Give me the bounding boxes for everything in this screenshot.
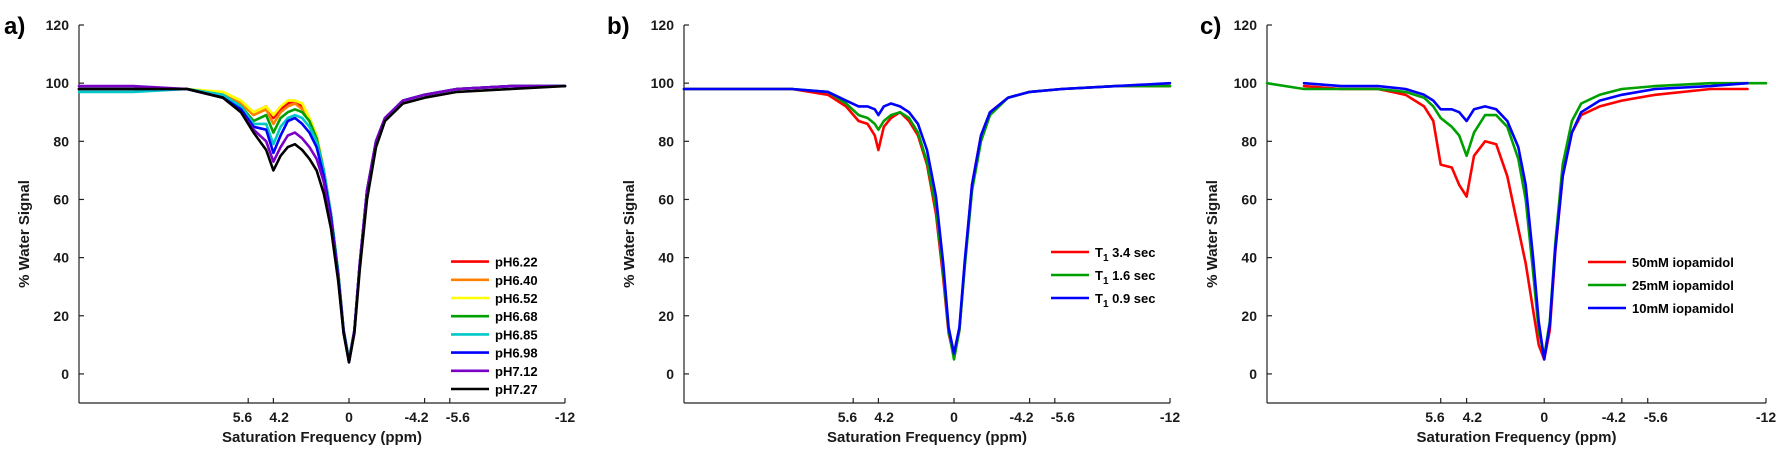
y-tick-label: 0	[61, 366, 69, 382]
series-line-2	[682, 84, 1172, 361]
y-axis-label: % Water Signal	[621, 180, 638, 288]
x-tick-label: 4.2	[874, 409, 894, 425]
x-tick-label: 0	[1540, 409, 1548, 425]
series-line-1	[1302, 84, 1749, 361]
series-line-5	[77, 84, 567, 361]
series-line-8	[77, 84, 567, 364]
legend: 50mM iopamidol 25mM iopamidol 10mM iopamid…	[1588, 255, 1734, 316]
x-tick-label: -5.6	[1644, 409, 1668, 425]
series-line-3	[682, 81, 1172, 355]
x-tick-label: -12	[1160, 409, 1180, 425]
series-line-2	[77, 84, 567, 361]
x-tick-label: -4.2	[1009, 409, 1033, 425]
series-line-3	[1302, 81, 1749, 361]
series-line-4	[77, 84, 567, 361]
y-tick-label: 60	[53, 191, 69, 207]
legend-label: pH6.22	[495, 255, 538, 270]
y-tick-label: 40	[53, 250, 69, 266]
legend-label: pH6.98	[495, 346, 538, 361]
panel-label: b)	[607, 13, 630, 40]
legend: pH6.22 pH6.40 pH6.52 pH6.68 pH6.85 pH6.98 pH7.…	[451, 255, 538, 397]
series-line-3	[77, 84, 567, 361]
legend-label: T1 1.6 sec	[1095, 268, 1156, 287]
legend-label: pH6.40	[495, 273, 538, 288]
x-tick-label: 4.2	[269, 409, 289, 425]
series-line-2	[1265, 81, 1768, 358]
legend-label: 50mM iopamidol	[1632, 255, 1734, 270]
y-tick-label: 80	[1241, 133, 1257, 149]
chart-panel-2: b) 0 20 40 60 80 100 120 5.6 4.2 0 -4.2 -5.6 -12 Satur…	[607, 13, 1180, 446]
y-tick-label: 40	[1241, 250, 1257, 266]
panel-label: a)	[4, 13, 25, 40]
legend: T1 3.4 sec T1 1.6 sec T1 0.9 sec	[1051, 245, 1156, 310]
series-line-1	[77, 84, 567, 361]
legend-label: pH7.12	[495, 364, 538, 379]
x-tick-label: 5.6	[1425, 409, 1445, 425]
chart-panel-3: c) 0 20 40 60 80 100 120 5.6 4.2 0 -4.2 -5.6 -12 Satur…	[1200, 13, 1776, 446]
legend-label: pH7.27	[495, 382, 538, 397]
panel-label: c)	[1200, 13, 1221, 40]
x-axis-label: Saturation Frequency (ppm)	[222, 429, 422, 446]
chart-panel-1: a) 0 20 40 60 80 100 120 5.6 4.2 0 -4.2 -5.6 -12 Satur…	[4, 13, 575, 446]
x-axis-label: Saturation Frequency (ppm)	[1416, 429, 1616, 446]
y-tick-label: 20	[1241, 308, 1257, 324]
x-tick-label: 5.6	[838, 409, 858, 425]
series-line-7	[77, 84, 567, 364]
x-tick-label: 4.2	[1463, 409, 1483, 425]
x-tick-label: -5.6	[1051, 409, 1075, 425]
y-tick-label: 40	[658, 250, 674, 266]
y-tick-label: 100	[46, 75, 70, 91]
x-tick-label: 0	[345, 409, 353, 425]
y-tick-label: 120	[651, 17, 675, 33]
x-tick-label: 5.6	[233, 409, 253, 425]
y-tick-label: 60	[1241, 191, 1257, 207]
legend-label: T1 3.4 sec	[1095, 245, 1156, 264]
y-tick-label: 120	[46, 17, 70, 33]
x-tick-label: -4.2	[404, 409, 428, 425]
y-axis-label: % Water Signal	[1204, 180, 1221, 288]
legend-label: pH6.68	[495, 309, 538, 324]
y-tick-label: 0	[1249, 366, 1257, 382]
legend-label: pH6.85	[495, 327, 538, 342]
y-tick-label: 100	[651, 75, 675, 91]
series-line-1	[682, 84, 1172, 358]
x-tick-label: -5.6	[446, 409, 470, 425]
y-axis-label: % Water Signal	[16, 180, 33, 288]
y-tick-label: 80	[658, 133, 674, 149]
y-tick-label: 60	[658, 191, 674, 207]
x-tick-label: -4.2	[1602, 409, 1626, 425]
x-tick-label: 0	[950, 409, 958, 425]
y-tick-label: 0	[666, 366, 674, 382]
x-tick-label: -12	[555, 409, 575, 425]
y-tick-label: 20	[658, 308, 674, 324]
series-line-6	[77, 84, 567, 364]
y-tick-label: 20	[53, 308, 69, 324]
legend-label: 25mM iopamidol	[1632, 278, 1734, 293]
y-tick-label: 100	[1234, 75, 1258, 91]
x-tick-label: -12	[1756, 409, 1776, 425]
legend-label: 10mM iopamidol	[1632, 301, 1734, 316]
y-tick-label: 80	[53, 133, 69, 149]
y-tick-label: 120	[1234, 17, 1258, 33]
legend-label: pH6.52	[495, 291, 538, 306]
legend-label: T1 0.9 sec	[1095, 291, 1156, 310]
x-axis-label: Saturation Frequency (ppm)	[827, 429, 1027, 446]
